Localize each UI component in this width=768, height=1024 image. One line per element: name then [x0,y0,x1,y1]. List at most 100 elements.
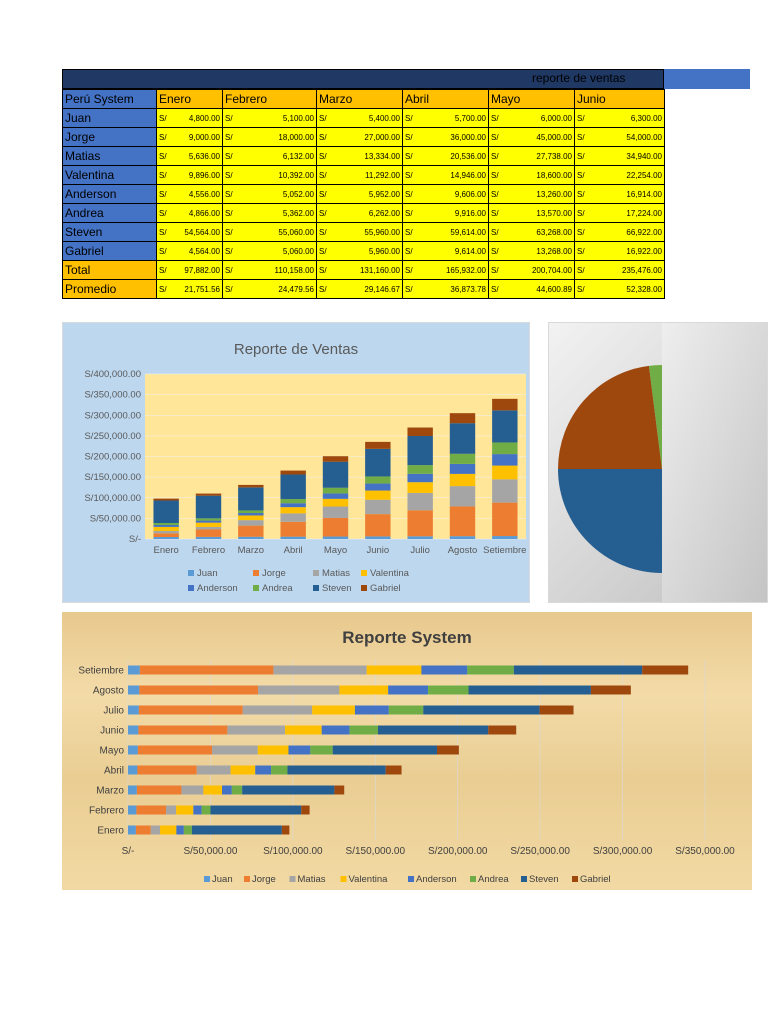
value-cell[interactable]: S/5,400.00 [316,108,403,128]
value-cell[interactable]: S/6,132.00 [222,146,317,166]
value-cell[interactable]: S/5,636.00 [156,146,223,166]
value-cell[interactable]: S/18,000.00 [222,127,317,147]
header-month-febrero[interactable]: Febrero [222,89,317,109]
value-cell[interactable]: S/59,614.00 [402,222,489,242]
legend-swatch [521,876,527,882]
row-label-andrea[interactable]: Andrea [62,203,157,223]
value-cell[interactable]: S/45,000.00 [488,127,575,147]
value-cell[interactable]: S/16,922.00 [574,241,665,261]
value-cell[interactable]: S/6,262.00 [316,203,403,223]
value-cell[interactable]: S/34,940.00 [574,146,665,166]
row-label-total[interactable]: Total [62,260,157,280]
bar-segment-valentina [407,482,433,493]
y-tick-label: S/100,000.00 [84,493,141,504]
row-label-steven[interactable]: Steven [62,222,157,242]
value-cell[interactable]: S/9,896.00 [156,165,223,185]
value-cell[interactable]: S/13,334.00 [316,146,403,166]
bar-segment-jorge [138,725,228,735]
value-cell[interactable]: S/36,873.78 [402,279,489,299]
value-cell[interactable]: S/63,268.00 [488,222,575,242]
bar-segment-steven [332,745,438,755]
header-month-junio[interactable]: Junio [574,89,665,109]
value-cell[interactable]: S/17,224.00 [574,203,665,223]
row-label-valentina[interactable]: Valentina [62,165,157,185]
value-cell[interactable]: S/36,000.00 [402,127,489,147]
bar-segment-matias [195,526,222,530]
value-cell[interactable]: S/54,564.00 [156,222,223,242]
value-cell[interactable]: S/9,614.00 [402,241,489,261]
value-cell[interactable]: S/10,392.00 [222,165,317,185]
value-cell[interactable]: S/20,536.00 [402,146,489,166]
value-cell[interactable]: S/14,946.00 [402,165,489,185]
value-cell[interactable]: S/29,146.67 [316,279,403,299]
value-cell[interactable]: S/5,362.00 [222,203,317,223]
legend-label: Steven [322,583,352,594]
value-cell[interactable]: S/5,060.00 [222,241,317,261]
value-cell[interactable]: S/4,866.00 [156,203,223,223]
y-tick-label: Junio [100,726,124,737]
bar-segment-andrea [238,510,264,514]
value-cell[interactable]: S/13,268.00 [488,241,575,261]
bar-segment-matias [181,785,204,795]
bar-segment-steven [468,685,591,695]
value-cell[interactable]: S/27,738.00 [488,146,575,166]
value-cell[interactable]: S/13,260.00 [488,184,575,204]
value-cell[interactable]: S/11,292.00 [316,165,403,185]
value-cell[interactable]: S/55,960.00 [316,222,403,242]
value-cell[interactable]: S/52,328.00 [574,279,665,299]
value-cell[interactable]: S/22,254.00 [574,165,665,185]
pie-chart [558,323,767,602]
value-cell[interactable]: S/24,479.56 [222,279,317,299]
chart-pie[interactable] [548,322,768,603]
value-cell[interactable]: S/5,100.00 [222,108,317,128]
row-label-promedio[interactable]: Promedio [62,279,157,299]
value-cell[interactable]: S/4,800.00 [156,108,223,128]
value-cell[interactable]: S/5,700.00 [402,108,489,128]
row-label-juan[interactable]: Juan [62,108,157,128]
value-cell[interactable]: S/44,600.89 [488,279,575,299]
header-month-mayo[interactable]: Mayo [488,89,575,109]
value-cell[interactable]: S/6,000.00 [488,108,575,128]
table-row: Jorge S/9,000.00 S/18,000.00 S/27,000.00 S/3… [62,127,665,147]
value-cell[interactable]: S/200,704.00 [488,260,575,280]
legend-label: Juan [212,874,233,885]
chart-reporte-ventas[interactable]: Reporte de Ventas S/- S/50,000.00 S/100,000… [62,322,530,603]
value-cell[interactable]: S/97,882.00 [156,260,223,280]
value-cell[interactable]: S/6,300.00 [574,108,665,128]
value-cell[interactable]: S/5,960.00 [316,241,403,261]
value-cell[interactable]: S/21,751.56 [156,279,223,299]
row-label-gabriel[interactable]: Gabriel [62,241,157,261]
legend-swatch [340,876,347,882]
value-cell[interactable]: S/235,476.00 [574,260,665,280]
chart-reporte-system[interactable]: Reporte System S/- S/50,000.00 S/100,000.00… [62,612,752,890]
value-cell[interactable]: S/5,052.00 [222,184,317,204]
value-cell[interactable]: S/4,556.00 [156,184,223,204]
row-label-matias[interactable]: Matias [62,146,157,166]
header-month-abril[interactable]: Abril [402,89,489,109]
value-cell[interactable]: S/4,564.00 [156,241,223,261]
row-label-anderson[interactable]: Anderson [62,184,157,204]
value-cell[interactable]: S/66,922.00 [574,222,665,242]
value-cell[interactable]: S/55,060.00 [222,222,317,242]
value-cell[interactable]: S/9,606.00 [402,184,489,204]
value-cell[interactable]: S/9,000.00 [156,127,223,147]
bar-segment-gabriel [488,725,517,735]
value-cell[interactable]: S/165,932.00 [402,260,489,280]
value-cell[interactable]: S/13,570.00 [488,203,575,223]
bar-segment-steven [287,765,386,775]
value-cell[interactable]: S/110,158.00 [222,260,317,280]
row-label-jorge[interactable]: Jorge [62,127,157,147]
value-cell[interactable]: S/16,914.00 [574,184,665,204]
header-month-enero[interactable]: Enero [156,89,223,109]
y-tick-label: S/50,000.00 [90,513,141,524]
value-cell[interactable]: S/27,000.00 [316,127,403,147]
table-row: Gabriel S/4,564.00 S/5,060.00 S/5,960.00 S/9… [62,241,665,261]
value-cell[interactable]: S/131,160.00 [316,260,403,280]
value-cell[interactable]: S/9,916.00 [402,203,489,223]
header-month-marzo[interactable]: Marzo [316,89,403,109]
value-cell[interactable]: S/18,600.00 [488,165,575,185]
bar-segment-gabriel [195,493,222,496]
value-cell[interactable]: S/5,952.00 [316,184,403,204]
value-cell[interactable]: S/54,000.00 [574,127,665,147]
header-corner[interactable]: Perú System [62,89,157,109]
